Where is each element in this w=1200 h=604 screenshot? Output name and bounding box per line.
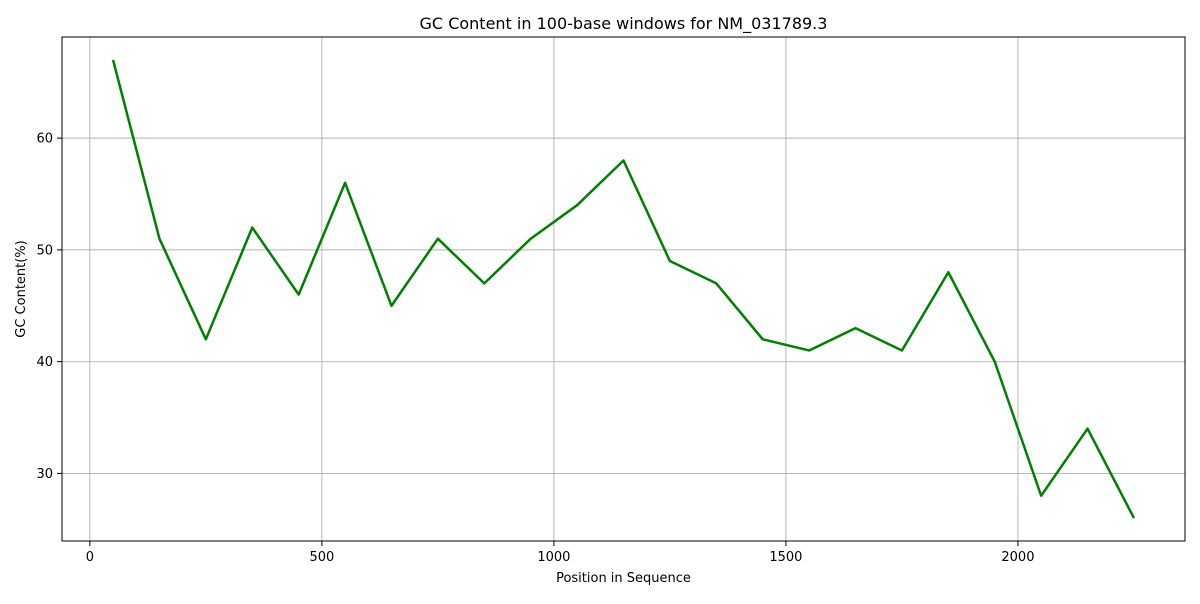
y-tick-label: 60 — [36, 132, 53, 147]
x-axis-label: Position in Sequence — [556, 571, 691, 586]
axis-ticks: 0 500 1000 1500 2000 30 40 50 60 — [36, 132, 1034, 565]
gc-content-line — [111, 59, 1136, 519]
x-tick-label: 500 — [309, 550, 334, 565]
plot-area-frame — [61, 36, 1186, 542]
y-tick-label: 40 — [36, 355, 53, 370]
series-layer — [111, 59, 1136, 519]
grid-lines — [62, 37, 1185, 541]
chart-title: GC Content in 100-base windows for NM_03… — [420, 14, 828, 34]
y-tick-label: 50 — [36, 243, 53, 258]
x-tick-label: 0 — [86, 550, 94, 565]
x-tick-label: 1000 — [537, 550, 570, 565]
y-axis-label: GC Content(%) — [14, 240, 29, 337]
y-tick-label: 30 — [36, 467, 53, 482]
x-tick-label: 1500 — [769, 550, 802, 565]
x-tick-label: 2000 — [1001, 550, 1034, 565]
